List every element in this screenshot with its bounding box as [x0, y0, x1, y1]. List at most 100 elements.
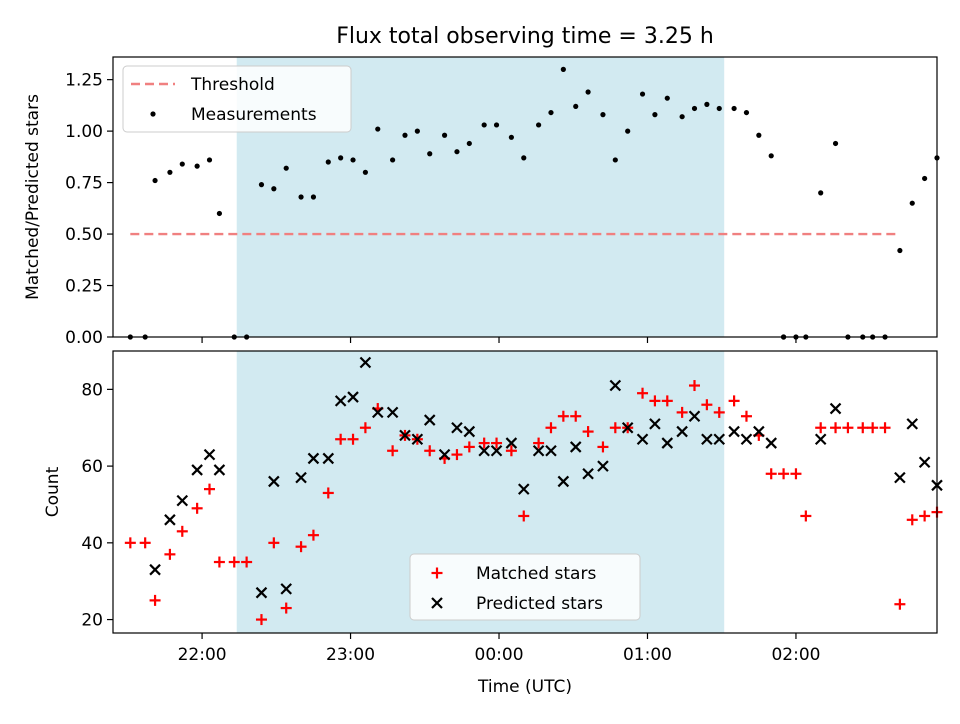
marker-d2 — [280, 583, 292, 595]
measurement-point — [573, 103, 579, 110]
matched-star-point — [139, 537, 151, 549]
predicted-star-point — [676, 425, 688, 438]
matched-star-point — [894, 598, 906, 610]
predicted-star-point — [255, 586, 268, 599]
top-axes-frame — [112, 56, 938, 338]
matched-star-point — [387, 445, 399, 457]
marker-d2 — [701, 433, 713, 446]
predicted-star-point — [334, 395, 347, 407]
matched-star-point — [557, 410, 569, 422]
marker-d2 — [176, 494, 189, 507]
matched-star-point — [778, 468, 790, 480]
marker-d2 — [597, 460, 609, 472]
matched-star-point — [204, 483, 216, 495]
predicted-star-point — [609, 379, 622, 392]
matched-star-point — [191, 502, 203, 514]
predicted-star-point — [423, 414, 436, 426]
predicted-star-point — [661, 437, 674, 449]
top-y-tick-label: 1.00 — [65, 122, 103, 142]
marker-d2 — [636, 433, 649, 446]
matched-star-point — [765, 468, 777, 480]
matched-star-point — [295, 541, 307, 553]
legend-plus-marker — [431, 567, 443, 579]
bottom-y-tick-label: 40 — [81, 534, 103, 554]
x-tick-label: 01:00 — [623, 645, 672, 665]
matched-star-point — [830, 422, 842, 434]
measurement-point — [216, 210, 223, 217]
matched-star-point — [307, 529, 319, 541]
predicted-star-point — [765, 437, 777, 449]
marker-d2 — [203, 448, 216, 461]
measurement-point — [560, 66, 566, 72]
matched-star-point — [359, 422, 371, 434]
measurement-point — [691, 105, 698, 112]
legend-matched-label: Matched stars — [476, 564, 596, 584]
matched-star-point — [268, 537, 280, 549]
marker-d2 — [918, 456, 931, 469]
bottom-y-tick-label: 60 — [81, 457, 103, 477]
bottom-y-ticks: 20 40 60 80 — [81, 380, 113, 631]
matched-star-point — [582, 426, 594, 438]
matched-star-point — [451, 449, 463, 461]
matched-star-point — [906, 514, 918, 526]
top-x-ticks — [201, 337, 797, 343]
measurement-point — [206, 157, 213, 163]
legend-x-marker — [431, 597, 443, 609]
measurement-point — [731, 105, 737, 112]
marker-d2 — [532, 444, 545, 457]
predicted-star-point — [149, 563, 161, 576]
predicted-star-point — [688, 410, 701, 423]
predicted-star-point — [191, 464, 203, 476]
predicted-star-point — [268, 475, 280, 488]
marker-d2 — [829, 402, 842, 415]
measurement-point — [818, 190, 824, 196]
matched-star-point — [213, 556, 225, 568]
marker-d2 — [649, 418, 661, 430]
predicted-star-point — [545, 444, 557, 457]
measurement-point — [310, 194, 317, 200]
chart-title: Flux total observing time = 3.25 h — [336, 24, 714, 49]
top-legend: Threshold Measurements — [122, 65, 352, 133]
matched-star-point — [347, 433, 359, 445]
predicted-star-point — [386, 406, 399, 419]
measurement-point — [414, 128, 420, 134]
marker-d2 — [149, 563, 161, 576]
marker-d2 — [478, 444, 490, 457]
measurement-point — [743, 109, 750, 116]
predicted-star-point — [359, 356, 372, 369]
predicted-star-point — [569, 441, 582, 453]
measurement-point — [454, 149, 460, 155]
measurement-point — [402, 132, 408, 138]
predicted-star-point — [517, 483, 530, 495]
bottom-panel: 20 40 60 80 22:00 23:00 00:00 01:00 02:00 Count… — [43, 350, 943, 697]
measurement-point — [548, 109, 554, 116]
measurement-point — [481, 122, 487, 128]
measurement-point — [258, 182, 265, 188]
marker-d2 — [213, 464, 226, 476]
marker-d2 — [505, 437, 518, 449]
predicted-star-point — [582, 467, 594, 480]
bottom-y-tick-label: 80 — [81, 380, 103, 400]
marker-d2 — [545, 444, 557, 457]
measurement-point — [390, 157, 396, 163]
measurement-point — [922, 175, 928, 182]
marker-d2 — [399, 429, 411, 442]
matched-star-point — [518, 510, 530, 522]
predicted-star-point — [307, 452, 320, 465]
predicted-star-point — [649, 418, 661, 430]
marker-d2 — [582, 467, 594, 480]
marker-d2 — [438, 448, 451, 461]
predicted-star-point — [280, 583, 292, 595]
marker-d2 — [728, 425, 740, 438]
matched-star-point — [842, 422, 854, 434]
matched-star-point — [124, 537, 136, 549]
marker-d2 — [386, 406, 399, 419]
measurement-point — [612, 157, 618, 163]
marker-d2 — [753, 425, 765, 438]
marker-d2 — [906, 418, 919, 430]
marker-d2 — [765, 437, 777, 449]
measurement-point — [716, 105, 722, 112]
matched-star-point — [335, 433, 347, 445]
predicted-star-point — [636, 433, 649, 446]
